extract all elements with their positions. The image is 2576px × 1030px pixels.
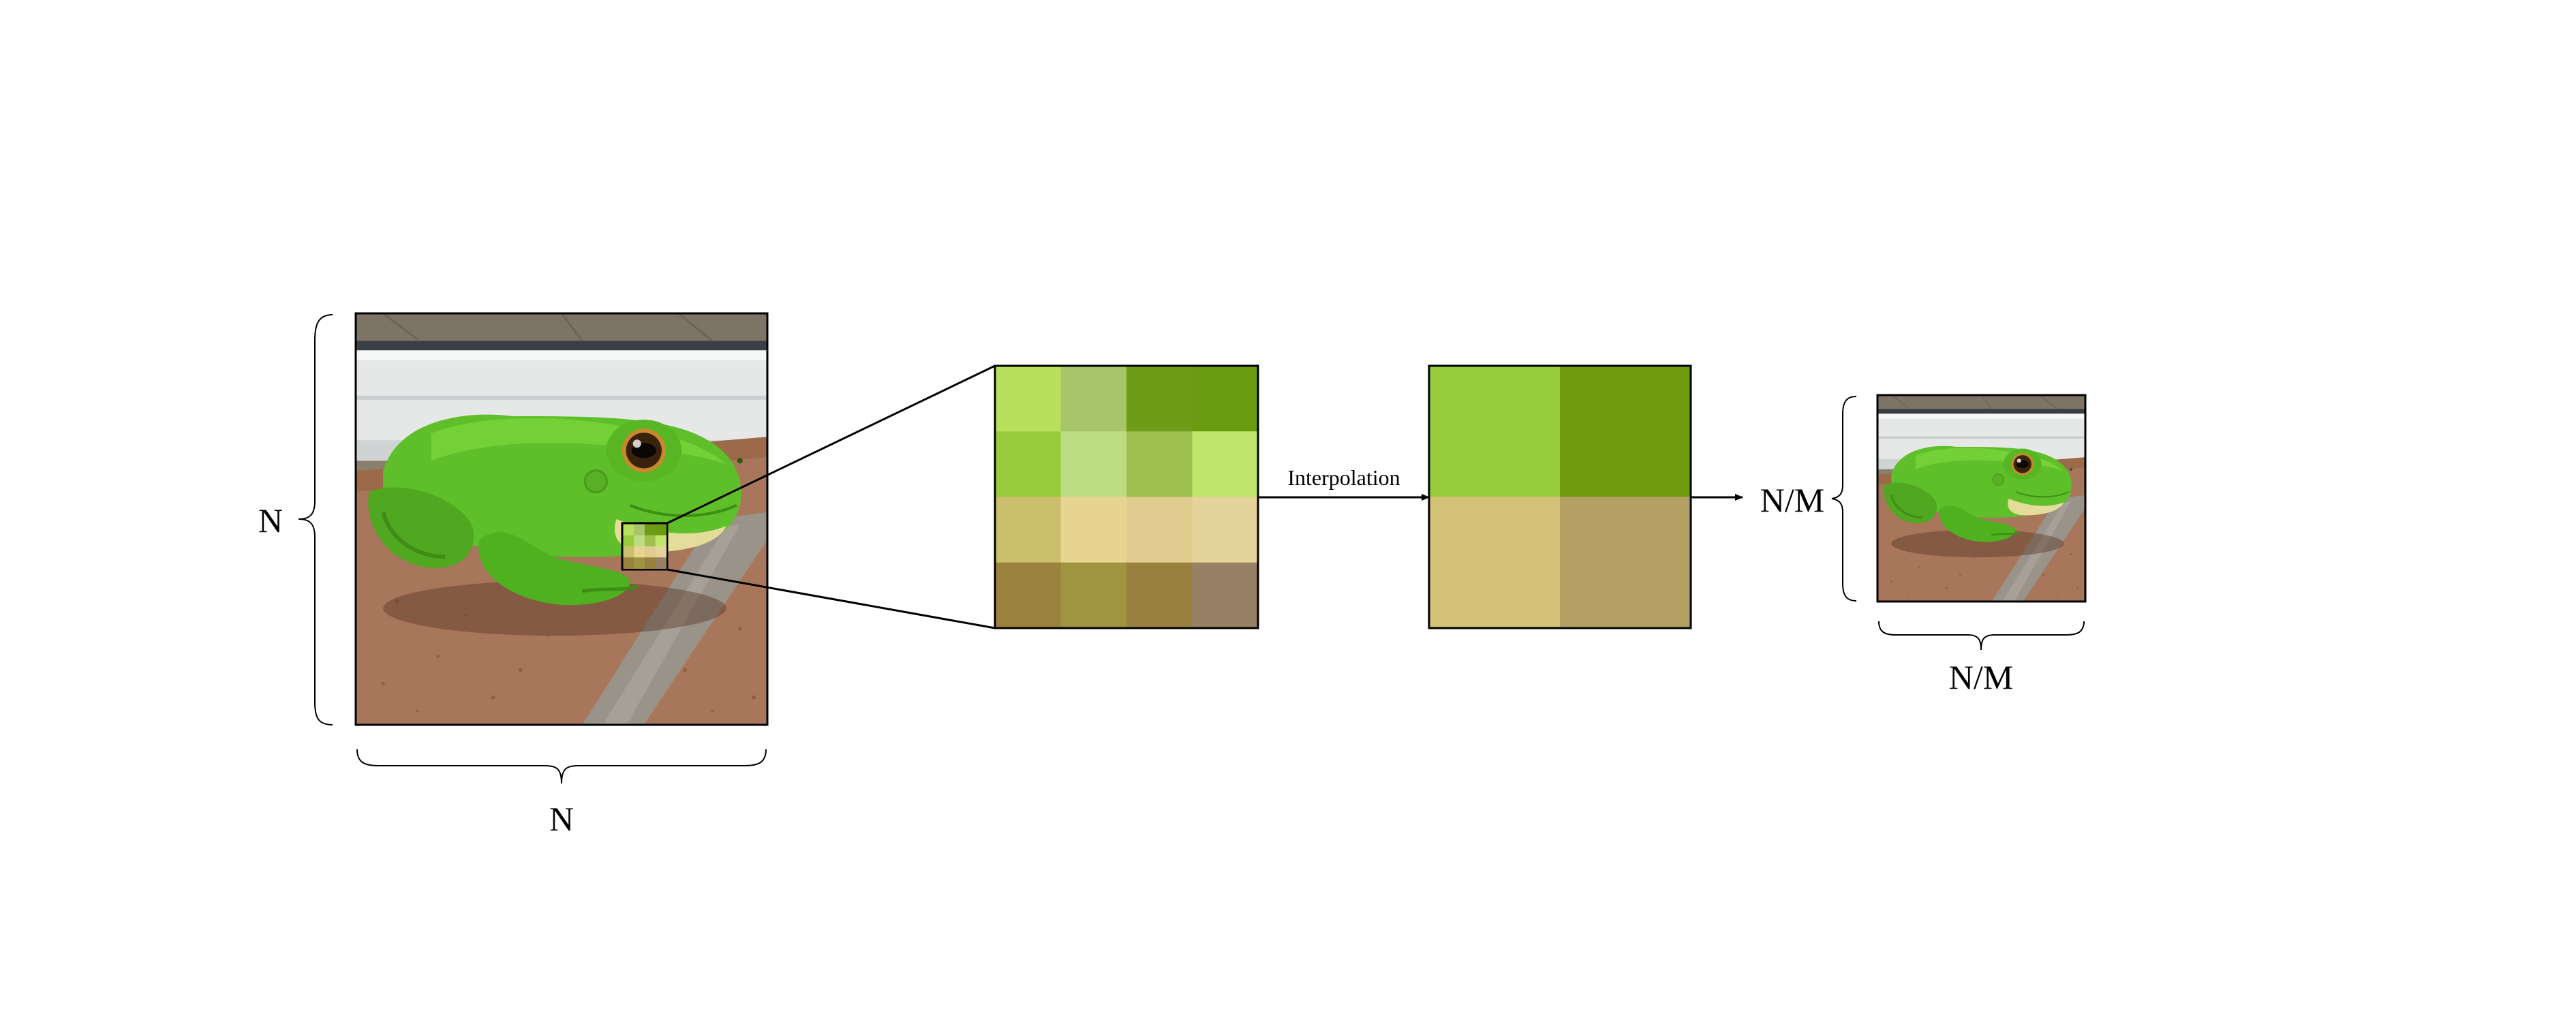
width-brace-downsampled <box>1878 621 2085 651</box>
patch-4x4-cell-3-3 <box>1192 562 1259 629</box>
original-frog-image <box>356 313 767 725</box>
patch-4x4-cell-2-1 <box>1060 497 1127 563</box>
original-image-border <box>354 312 769 726</box>
downsampled-frog-image <box>1877 395 2085 602</box>
selection-thumb-cell-3-1 <box>634 557 645 569</box>
selection-thumb-cell-0-3 <box>655 524 666 536</box>
selection-thumb-cell-3-2 <box>645 557 656 569</box>
patch-2x2-cell-1-0 <box>1429 497 1561 629</box>
patch-2x2-grid <box>1429 366 1691 629</box>
patch-4x4-cell-3-2 <box>1126 562 1193 629</box>
patch-2x2-cell-0-1 <box>1560 366 1691 497</box>
width-brace-original <box>356 749 767 784</box>
patch-2x2-cell-1-1 <box>1560 497 1691 629</box>
selection-thumb-cell-2-1 <box>634 546 645 558</box>
patch-4x4-cell-0-0 <box>995 366 1061 432</box>
selection-thumb-cell-0-2 <box>645 524 656 536</box>
downsampled-image-border <box>1876 394 2087 603</box>
selection-thumb-cell-2-3 <box>655 546 666 558</box>
selection-thumb-cell-3-0 <box>623 557 634 569</box>
selection-thumb-cell-1-3 <box>655 535 666 547</box>
selection-thumb-cell-1-0 <box>623 535 634 547</box>
patch-4x4-cell-1-1 <box>1060 431 1127 497</box>
selection-thumb-cell-2-0 <box>623 546 634 558</box>
zoom-line-bottom <box>666 568 996 629</box>
patch-4x4-cell-1-2 <box>1126 431 1193 497</box>
patch-4x4-cell-1-0 <box>995 431 1061 497</box>
downsampled-width-label: N/M <box>1948 658 2014 696</box>
selection-thumb-cell-0-1 <box>634 524 645 536</box>
patch-4x4-cell-0-2 <box>1126 366 1193 432</box>
original-width-label: N <box>549 800 574 838</box>
patch-4x4-cell-2-3 <box>1192 497 1259 563</box>
patch-4x4-cell-2-2 <box>1126 497 1193 563</box>
patch-4x4-cell-0-3 <box>1192 366 1259 432</box>
selection-thumb-cell-2-2 <box>645 546 656 558</box>
interpolation-label: Interpolation <box>1287 465 1400 490</box>
selection-thumb-cell-1-1 <box>634 535 645 547</box>
patch-4x4-cell-3-0 <box>995 562 1061 629</box>
patch-4x4-cell-2-0 <box>995 497 1061 563</box>
height-brace-downsampled <box>1831 396 1857 602</box>
selection-thumbnail <box>623 524 666 569</box>
height-brace-original <box>298 314 333 725</box>
selection-thumb-cell-1-2 <box>645 535 656 547</box>
patch-4x4-cell-1-3 <box>1192 431 1259 497</box>
patch-4x4-cell-0-1 <box>1060 366 1127 432</box>
downsampled-height-label: N/M <box>1760 481 1825 519</box>
original-height-label: N <box>258 501 283 540</box>
zoom-line-top <box>666 364 996 525</box>
patch-4x4-cell-3-1 <box>1060 562 1127 629</box>
selection-thumb-cell-0-0 <box>623 524 634 536</box>
patch-2x2-cell-0-0 <box>1429 366 1561 497</box>
patch-4x4-grid <box>995 366 1259 629</box>
patch-selection-box <box>621 522 669 571</box>
selection-thumb-cell-3-3 <box>655 557 666 569</box>
